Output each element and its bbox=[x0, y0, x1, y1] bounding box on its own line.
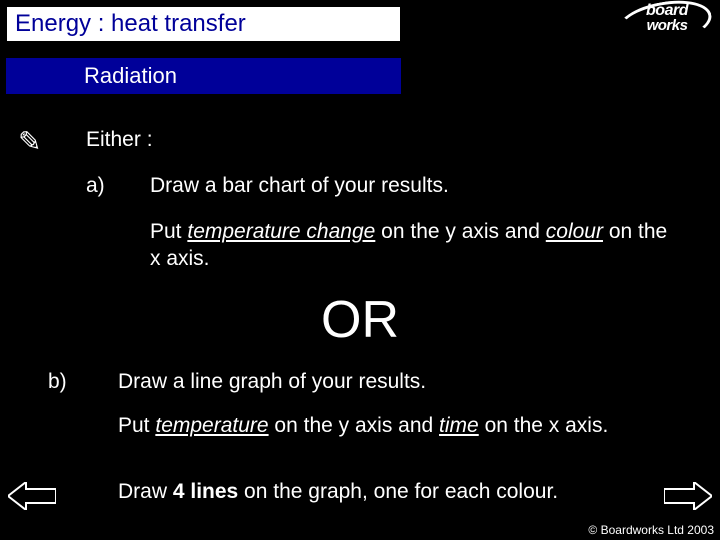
text-fragment: Put bbox=[150, 220, 187, 243]
text-fragment: Draw bbox=[118, 480, 173, 503]
emphasis-temperature: temperature bbox=[155, 414, 268, 437]
emphasis-4-lines: 4 lines bbox=[173, 480, 238, 503]
option-a-detail: Put temperature change on the y axis and… bbox=[150, 218, 670, 273]
page-title: Energy : heat transfer bbox=[15, 10, 246, 38]
option-b-detail: Put temperature on the y axis and time o… bbox=[118, 412, 638, 439]
next-arrow-button[interactable] bbox=[664, 482, 712, 515]
or-divider: OR bbox=[0, 290, 720, 350]
emphasis-time: time bbox=[439, 414, 479, 437]
arrow-left-icon bbox=[8, 482, 56, 510]
text-fragment: on the y axis and bbox=[375, 220, 545, 243]
emphasis-colour: colour bbox=[546, 220, 603, 243]
option-a-label: a) bbox=[86, 174, 105, 198]
option-b-lines: Draw 4 lines on the graph, one for each … bbox=[118, 480, 698, 504]
emphasis-temperature-change: temperature change bbox=[187, 220, 375, 243]
title-bar: Energy : heat transfer bbox=[6, 6, 401, 42]
option-b-text: Draw a line graph of your results. bbox=[118, 370, 426, 394]
text-fragment: on the graph, one for each colour. bbox=[238, 480, 558, 503]
text-fragment: on the x axis. bbox=[479, 414, 609, 437]
pencil-icon: ✎ bbox=[18, 125, 41, 158]
subtitle-bar: Radiation bbox=[6, 58, 401, 94]
subtitle: Radiation bbox=[84, 63, 177, 89]
logo: board works bbox=[622, 2, 712, 47]
either-label: Either : bbox=[86, 128, 153, 152]
option-a-text: Draw a bar chart of your results. bbox=[150, 174, 449, 198]
text-fragment: on the y axis and bbox=[269, 414, 439, 437]
option-b-label: b) bbox=[48, 370, 67, 394]
prev-arrow-button[interactable] bbox=[8, 482, 56, 515]
arrow-right-icon bbox=[664, 482, 712, 510]
text-fragment: Put bbox=[118, 414, 155, 437]
copyright-text: © Boardworks Ltd 2003 bbox=[588, 523, 714, 537]
